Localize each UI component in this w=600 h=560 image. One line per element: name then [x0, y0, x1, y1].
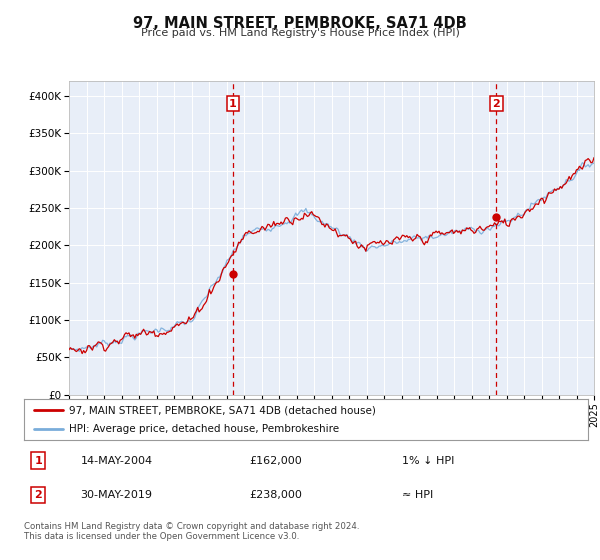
Text: 30-MAY-2019: 30-MAY-2019: [80, 491, 152, 500]
Text: £162,000: £162,000: [250, 455, 302, 465]
Text: HPI: Average price, detached house, Pembrokeshire: HPI: Average price, detached house, Pemb…: [69, 424, 339, 433]
Text: £238,000: £238,000: [250, 491, 302, 500]
Text: 1% ↓ HPI: 1% ↓ HPI: [402, 455, 454, 465]
Text: ≈ HPI: ≈ HPI: [402, 491, 433, 500]
Text: 2: 2: [34, 491, 42, 500]
Text: Price paid vs. HM Land Registry's House Price Index (HPI): Price paid vs. HM Land Registry's House …: [140, 28, 460, 38]
Text: 1: 1: [34, 455, 42, 465]
Text: Contains HM Land Registry data © Crown copyright and database right 2024.
This d: Contains HM Land Registry data © Crown c…: [24, 522, 359, 542]
Text: 97, MAIN STREET, PEMBROKE, SA71 4DB: 97, MAIN STREET, PEMBROKE, SA71 4DB: [133, 16, 467, 31]
Text: 2: 2: [493, 99, 500, 109]
Text: 1: 1: [229, 99, 237, 109]
Text: 97, MAIN STREET, PEMBROKE, SA71 4DB (detached house): 97, MAIN STREET, PEMBROKE, SA71 4DB (det…: [69, 405, 376, 415]
Text: 14-MAY-2004: 14-MAY-2004: [80, 455, 152, 465]
